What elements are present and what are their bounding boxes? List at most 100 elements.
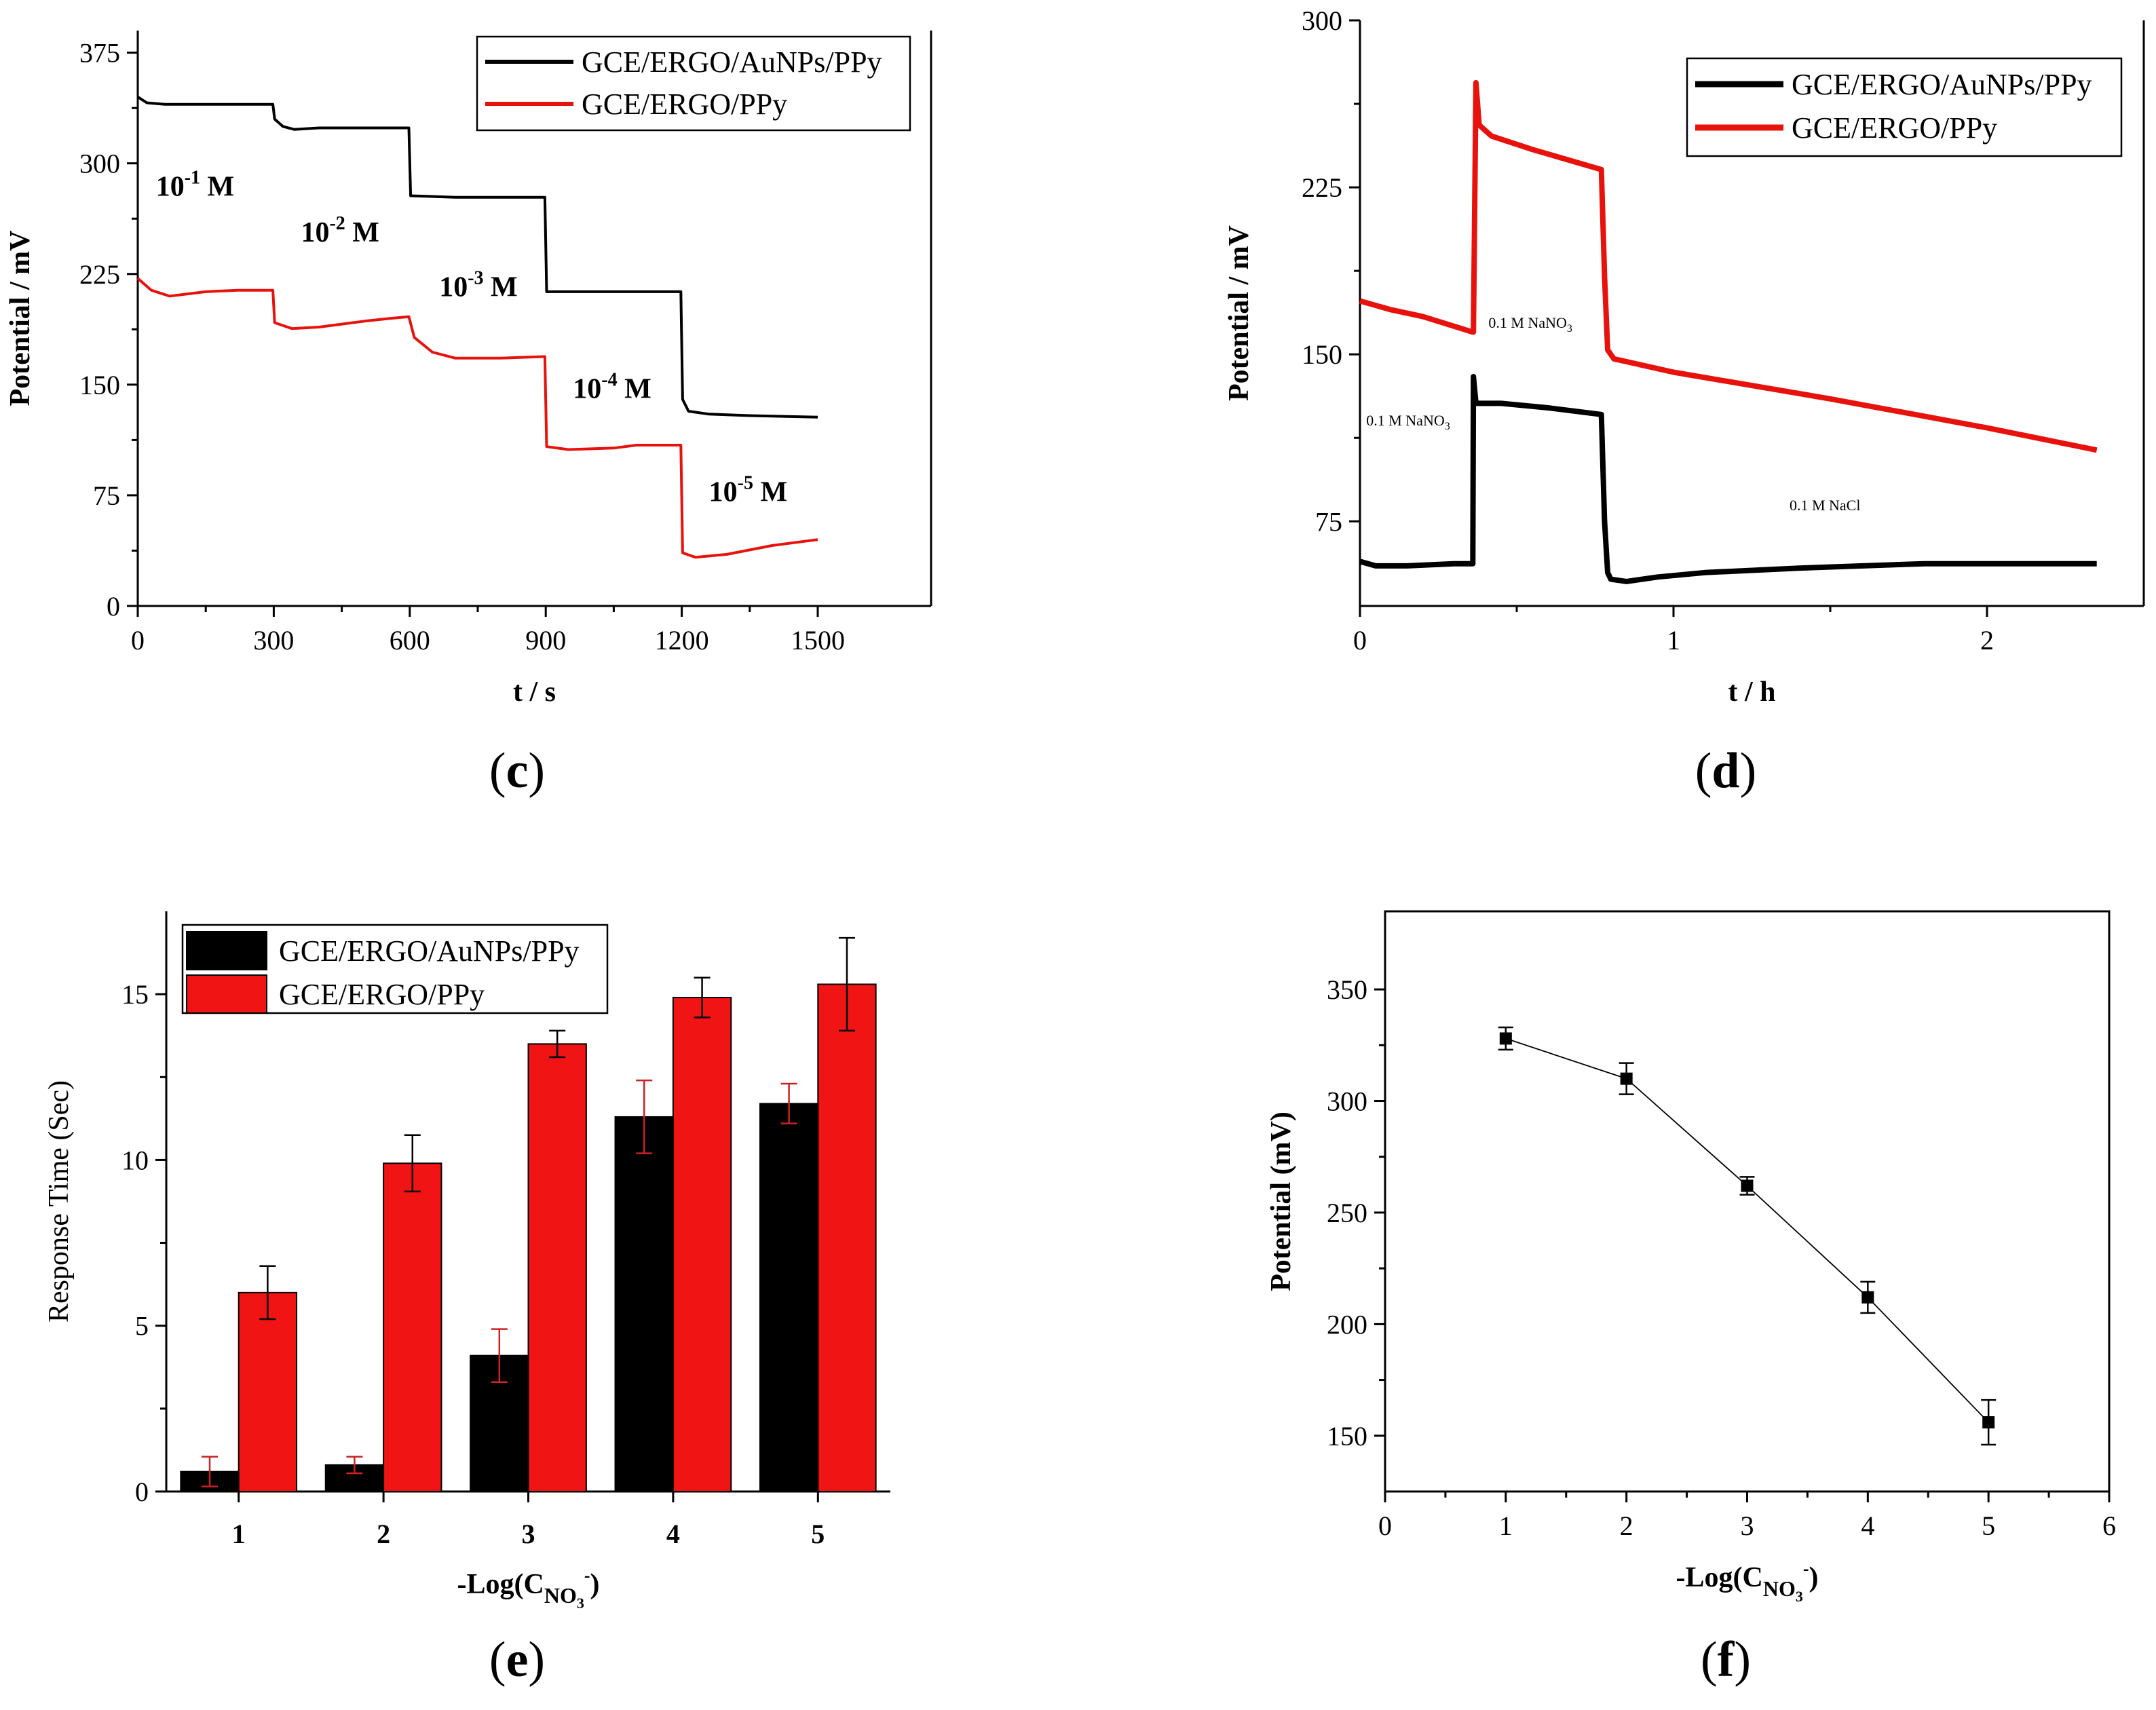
legend-label: GCE/ERGO/PPy	[1792, 111, 1997, 145]
x-tick-label: 0	[1378, 1510, 1392, 1541]
error-bar	[694, 976, 711, 1019]
series-line-black	[136, 96, 818, 419]
error-bar	[549, 1029, 566, 1059]
text-run: 3	[1796, 1588, 1803, 1605]
x-tick-label: 5	[811, 1519, 825, 1549]
electrolyte-annotation: 0.1 M NaNO3	[1488, 314, 1572, 335]
concentration-annotation: 10-1 M	[156, 168, 234, 203]
bar-red	[817, 983, 877, 1492]
x-tick-label: 300	[253, 625, 294, 656]
x-tick-label: 4	[666, 1519, 680, 1549]
y-tick-label: 5	[135, 1311, 149, 1342]
legend-swatch	[186, 931, 267, 970]
text-run: 10	[439, 271, 468, 303]
x-tick-label: 0	[1353, 625, 1367, 656]
text-run: -Log(C	[457, 1569, 544, 1600]
text-run: M	[484, 271, 518, 303]
concentration-annotation: 10-4 M	[573, 369, 651, 404]
legend-label: GCE/ERGO/AuNPs/PPy	[1792, 68, 2092, 101]
legend: GCE/ERGO/AuNPs/PPy GCE/ERGO/PPy	[1686, 57, 2123, 157]
y-axis-label: Potential / mV	[5, 231, 36, 406]
y-tick-label: 0	[135, 1477, 149, 1507]
y-tick-label: 10	[121, 1145, 149, 1175]
text-run: )	[1809, 1562, 1819, 1593]
x-tick-label: 1200	[655, 625, 709, 656]
text-run: 3	[1445, 421, 1450, 432]
series-line-red	[136, 277, 818, 559]
legend-swatch	[186, 974, 267, 1014]
text-run: )	[590, 1569, 600, 1600]
text-run: (	[1695, 743, 1712, 799]
text-run: -	[1803, 1559, 1809, 1578]
error-bar	[259, 1265, 276, 1320]
concentration-annotation: 10-2 M	[301, 213, 379, 248]
y-tick-label: 250	[1327, 1198, 1367, 1228]
x-axis-label: -Log(CNO3-)	[457, 1565, 600, 1612]
legend-label: GCE/ERGO/AuNPs/PPy	[582, 45, 882, 79]
bar-red	[672, 997, 732, 1492]
electrolyte-annotation: 0.1 M NaCl	[1790, 497, 1861, 514]
text-run: c	[506, 743, 529, 799]
text-run: 10	[709, 477, 738, 508]
text-run: (	[489, 743, 506, 799]
text-run: 3	[577, 1595, 584, 1612]
text-run: 10	[156, 172, 185, 203]
y-tick-label: 350	[1327, 974, 1367, 1005]
data-point	[1499, 1032, 1512, 1045]
x-axis-label: -Log(CNO3-)	[1676, 1559, 1819, 1605]
y-tick-label: 225	[1302, 172, 1342, 203]
text-run: -5	[738, 473, 753, 494]
y-tick-label: 150	[1302, 339, 1342, 370]
error-bar	[636, 1079, 653, 1154]
x-axis-label: t / h	[1728, 677, 1775, 708]
x-tick-label: 0	[131, 625, 145, 656]
legend-label: GCE/ERGO/PPy	[279, 978, 485, 1011]
text-run: d	[1711, 743, 1739, 799]
x-tick-label: 2	[1980, 625, 1994, 656]
legend-label: GCE/ERGO/PPy	[582, 88, 787, 121]
data-point	[1982, 1416, 1995, 1429]
x-tick-label: 4	[1861, 1510, 1874, 1541]
panel-label: (c)	[489, 743, 545, 799]
bar-red	[383, 1162, 442, 1493]
bar-red	[527, 1043, 587, 1492]
chart-c: 0 75 150 225 300 375 0 300 600 900 1200 1500 Potenti…	[5, 31, 932, 708]
concentration-annotation: 10-5 M	[709, 473, 787, 508]
bar-red	[238, 1291, 298, 1493]
text-run: (	[1701, 1632, 1718, 1688]
x-tick-label: 1	[1667, 625, 1680, 656]
y-axis-label: Response Time (Sec)	[43, 1080, 75, 1323]
text-run: M	[618, 373, 651, 404]
y-tick-label: 75	[93, 480, 120, 511]
x-tick-label: 3	[522, 1519, 535, 1549]
y-tick-label: 300	[1302, 5, 1342, 36]
text-run: (	[489, 1632, 506, 1688]
text-run: )	[528, 743, 545, 799]
text-run: )	[1740, 743, 1757, 799]
y-tick-label: 0	[107, 591, 120, 622]
x-tick-label: 1	[1499, 1510, 1513, 1541]
error-bar	[202, 1456, 219, 1487]
y-axis-label: Potential (mV)	[1266, 1112, 1297, 1291]
x-tick-label: 900	[525, 625, 566, 656]
panel-label: (d)	[1695, 743, 1756, 799]
text-run: M	[345, 217, 379, 248]
electrolyte-annotation: 0.1 M NaNO3	[1366, 412, 1450, 432]
text-run: -Log(C	[1676, 1562, 1763, 1593]
y-axis-label: Potential / mV	[1224, 225, 1255, 401]
text-run: )	[528, 1632, 545, 1688]
y-tick-label: 75	[1315, 506, 1342, 537]
panel-label: (e)	[489, 1632, 545, 1688]
x-tick-label: 2	[377, 1519, 390, 1549]
text-run: -3	[468, 267, 483, 288]
text-run: M	[753, 477, 787, 508]
text-run: -4	[601, 369, 617, 390]
data-point	[1741, 1179, 1754, 1192]
y-tick-label: 300	[79, 149, 120, 179]
error-bar	[780, 1082, 797, 1124]
x-tick-label: 3	[1741, 1510, 1754, 1541]
text-run: 0.1 M NaCl	[1790, 497, 1861, 514]
legend-frame	[476, 35, 911, 132]
x-tick-label: 1	[232, 1519, 246, 1549]
